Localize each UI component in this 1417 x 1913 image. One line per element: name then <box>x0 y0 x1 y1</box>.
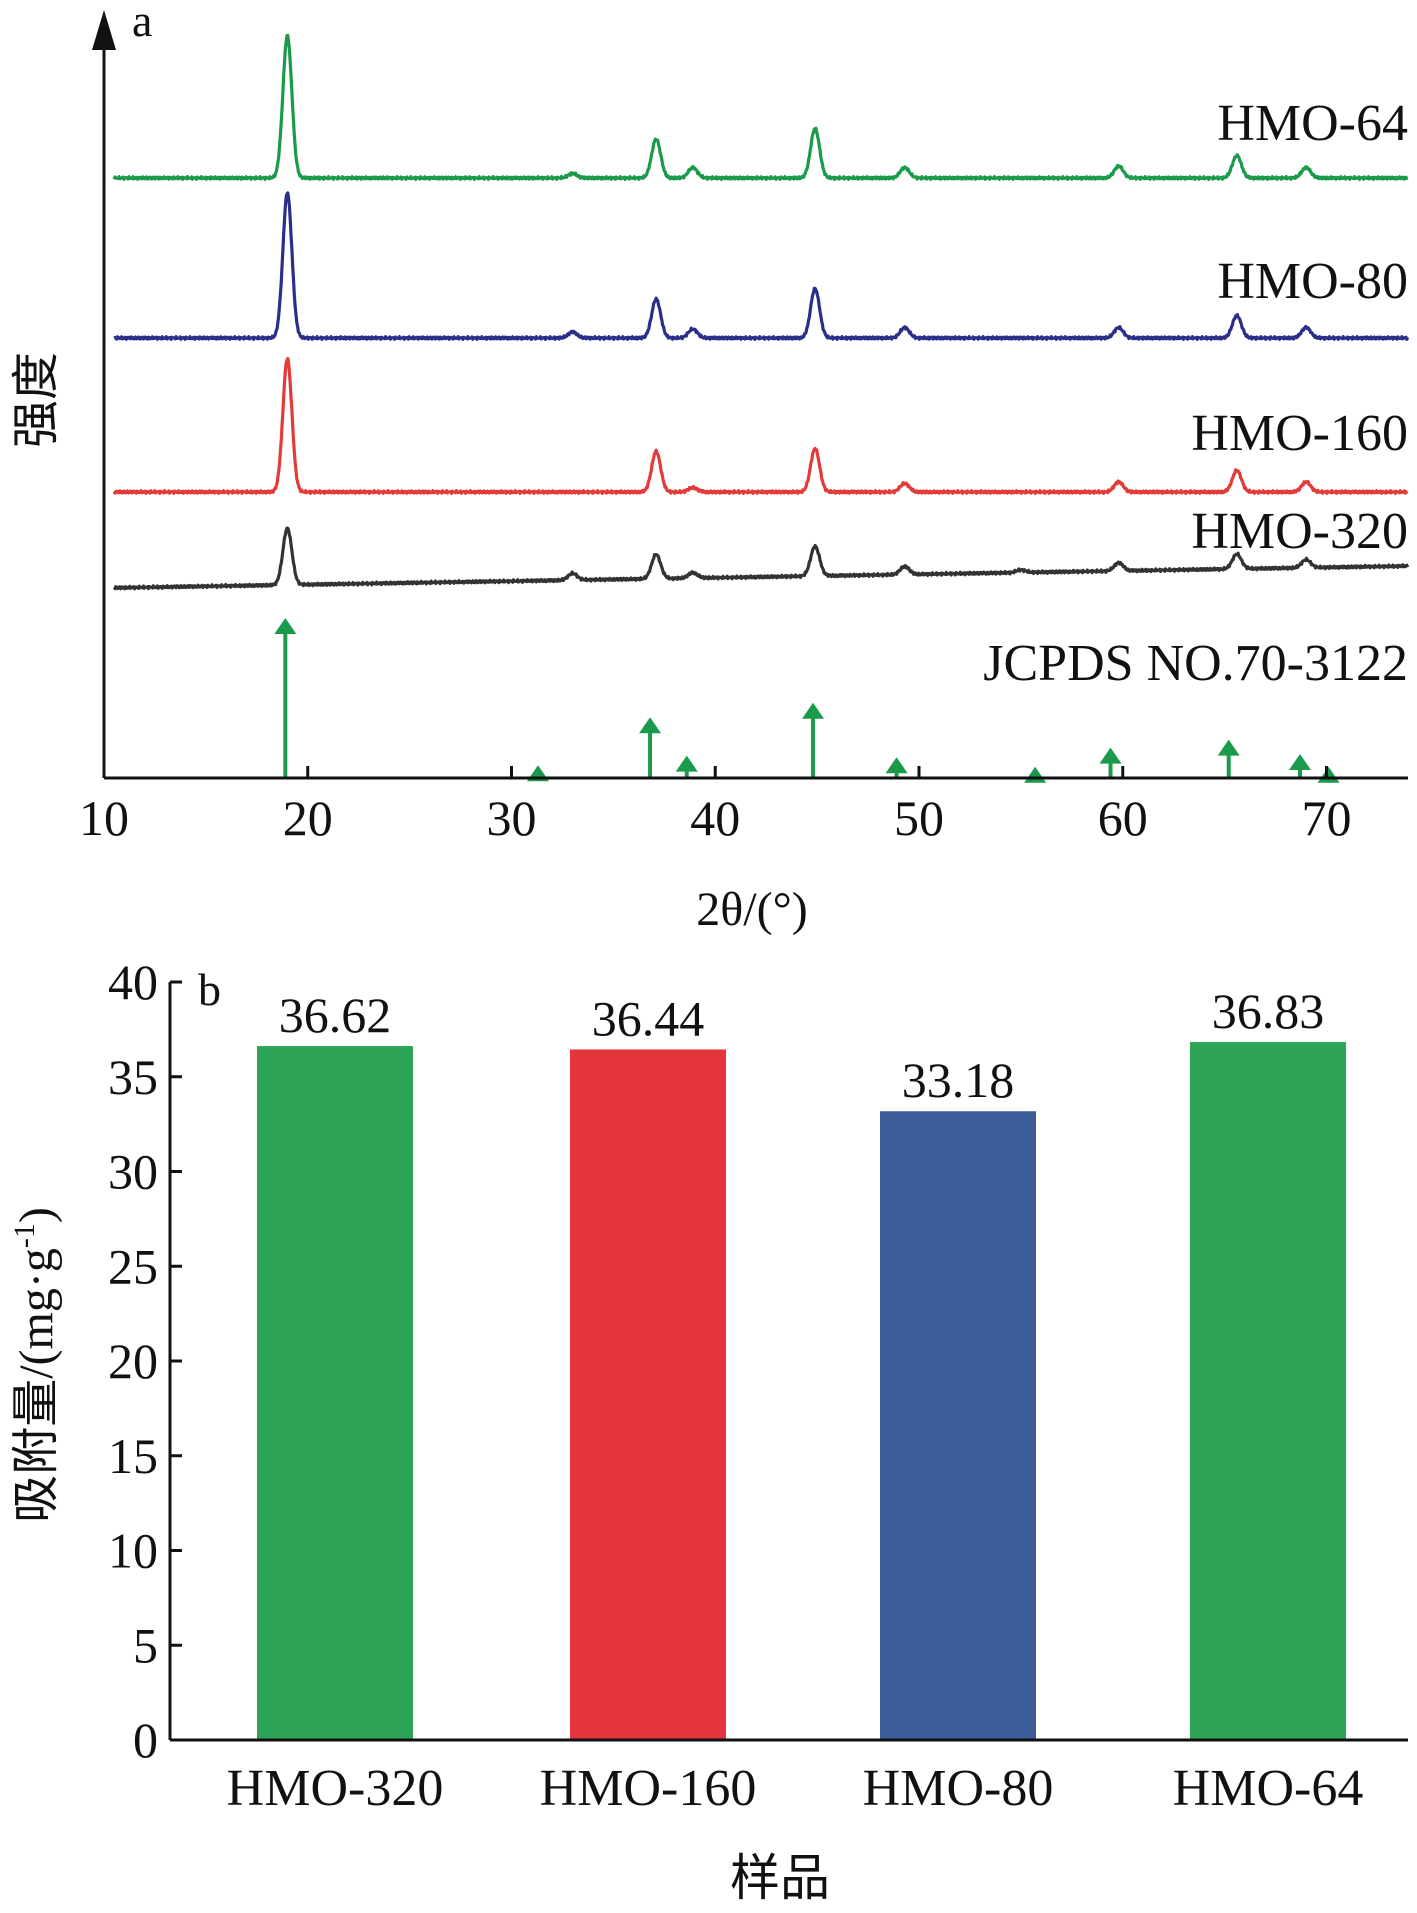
reference-peak-arrow <box>885 757 908 774</box>
x-ticks: 10 20 30 40 50 60 70 <box>79 766 1352 846</box>
reference-peaks: JCPDS NO.70-3122 <box>274 618 1408 783</box>
bar-value-label: 33.18 <box>902 1052 1015 1108</box>
y-tick-label: 5 <box>133 1617 158 1673</box>
panel-b-bar-chart: 36.62 36.44 33.18 36.83 0 5 10 15 20 25 30 35 40 HM… <box>8 954 1408 1906</box>
x-tick-label: 10 <box>79 790 129 846</box>
reference-peak-arrow <box>802 702 825 719</box>
bar-hmo-64 <box>1190 1042 1346 1740</box>
y-tick-label: 10 <box>108 1523 158 1579</box>
xrd-trace-hmo-80 <box>113 191 1410 341</box>
y-tick-label: 0 <box>133 1712 158 1768</box>
category-label: HMO-160 <box>540 1760 757 1817</box>
bar-value-label: 36.62 <box>279 987 392 1043</box>
xrd-trace-hmo-160 <box>112 356 1409 495</box>
reference-peak-arrow <box>1217 739 1240 756</box>
panel-label-a: a <box>132 0 152 46</box>
xrd-traces <box>112 33 1410 591</box>
x-axis-label: 2θ/(°) <box>696 883 808 936</box>
x-tick-label: 70 <box>1302 790 1352 846</box>
bar-hmo-320 <box>257 1046 413 1740</box>
y-tick-label: 15 <box>108 1428 158 1484</box>
reference-peak-arrow <box>1099 747 1122 764</box>
reference-label: JCPDS NO.70-3122 <box>983 635 1408 692</box>
bar-hmo-80 <box>880 1111 1036 1740</box>
y-axis-label: 强度 <box>10 352 63 448</box>
bar-value-label: 36.83 <box>1212 983 1325 1039</box>
xrd-trace-hmo-64 <box>112 33 1409 181</box>
reference-peak-arrow <box>1317 766 1340 783</box>
xrd-trace-hmo-320 <box>113 526 1410 591</box>
bar-hmo-160 <box>570 1049 726 1740</box>
reference-peak-arrow <box>639 717 662 734</box>
b-y-ticks: 0 5 10 15 20 25 30 35 40 <box>108 954 182 1768</box>
reference-peak-arrow <box>1289 754 1312 770</box>
x-tick-label: 20 <box>283 790 333 846</box>
bar-value-labels: 36.62 36.44 33.18 36.83 <box>279 983 1325 1108</box>
series-label: HMO-64 <box>1217 95 1408 152</box>
series-label: HMO-80 <box>1217 253 1408 310</box>
y-axis-arrow <box>92 10 116 50</box>
series-labels: HMO-64 HMO-80 HMO-160 HMO-320 <box>1191 95 1408 560</box>
y-tick-label: 20 <box>108 1333 158 1389</box>
b-category-labels: HMO-320 HMO-160 HMO-80 HMO-64 <box>227 1760 1364 1817</box>
panel-a-xrd-chart: JCPDS NO.70-3122 10 20 30 40 50 60 70 HMO-64HM… <box>10 0 1410 936</box>
bar-value-label: 36.44 <box>592 990 705 1046</box>
b-y-axis-label: 吸附量/(mg·g-1) <box>8 1207 63 1523</box>
panel-label-b: b <box>198 964 221 1015</box>
reference-peak-arrow <box>675 755 698 772</box>
y-tick-label: 40 <box>108 954 158 1010</box>
category-label: HMO-320 <box>227 1760 444 1817</box>
reference-peak-arrow <box>1024 766 1047 783</box>
y-tick-label: 35 <box>108 1049 158 1105</box>
x-tick-label: 30 <box>487 790 537 846</box>
b-x-axis-label: 样品 <box>730 1850 830 1906</box>
x-tick-label: 50 <box>894 790 944 846</box>
category-label: HMO-80 <box>863 1760 1054 1817</box>
y-tick-label: 25 <box>108 1238 158 1294</box>
reference-peak-arrow <box>274 618 297 634</box>
series-label: HMO-160 <box>1191 405 1408 462</box>
x-tick-label: 40 <box>690 790 740 846</box>
category-label: HMO-64 <box>1173 1760 1364 1817</box>
y-tick-label: 30 <box>108 1144 158 1200</box>
x-tick-label: 60 <box>1098 790 1148 846</box>
series-label: HMO-320 <box>1191 503 1408 560</box>
bars <box>257 1042 1346 1740</box>
